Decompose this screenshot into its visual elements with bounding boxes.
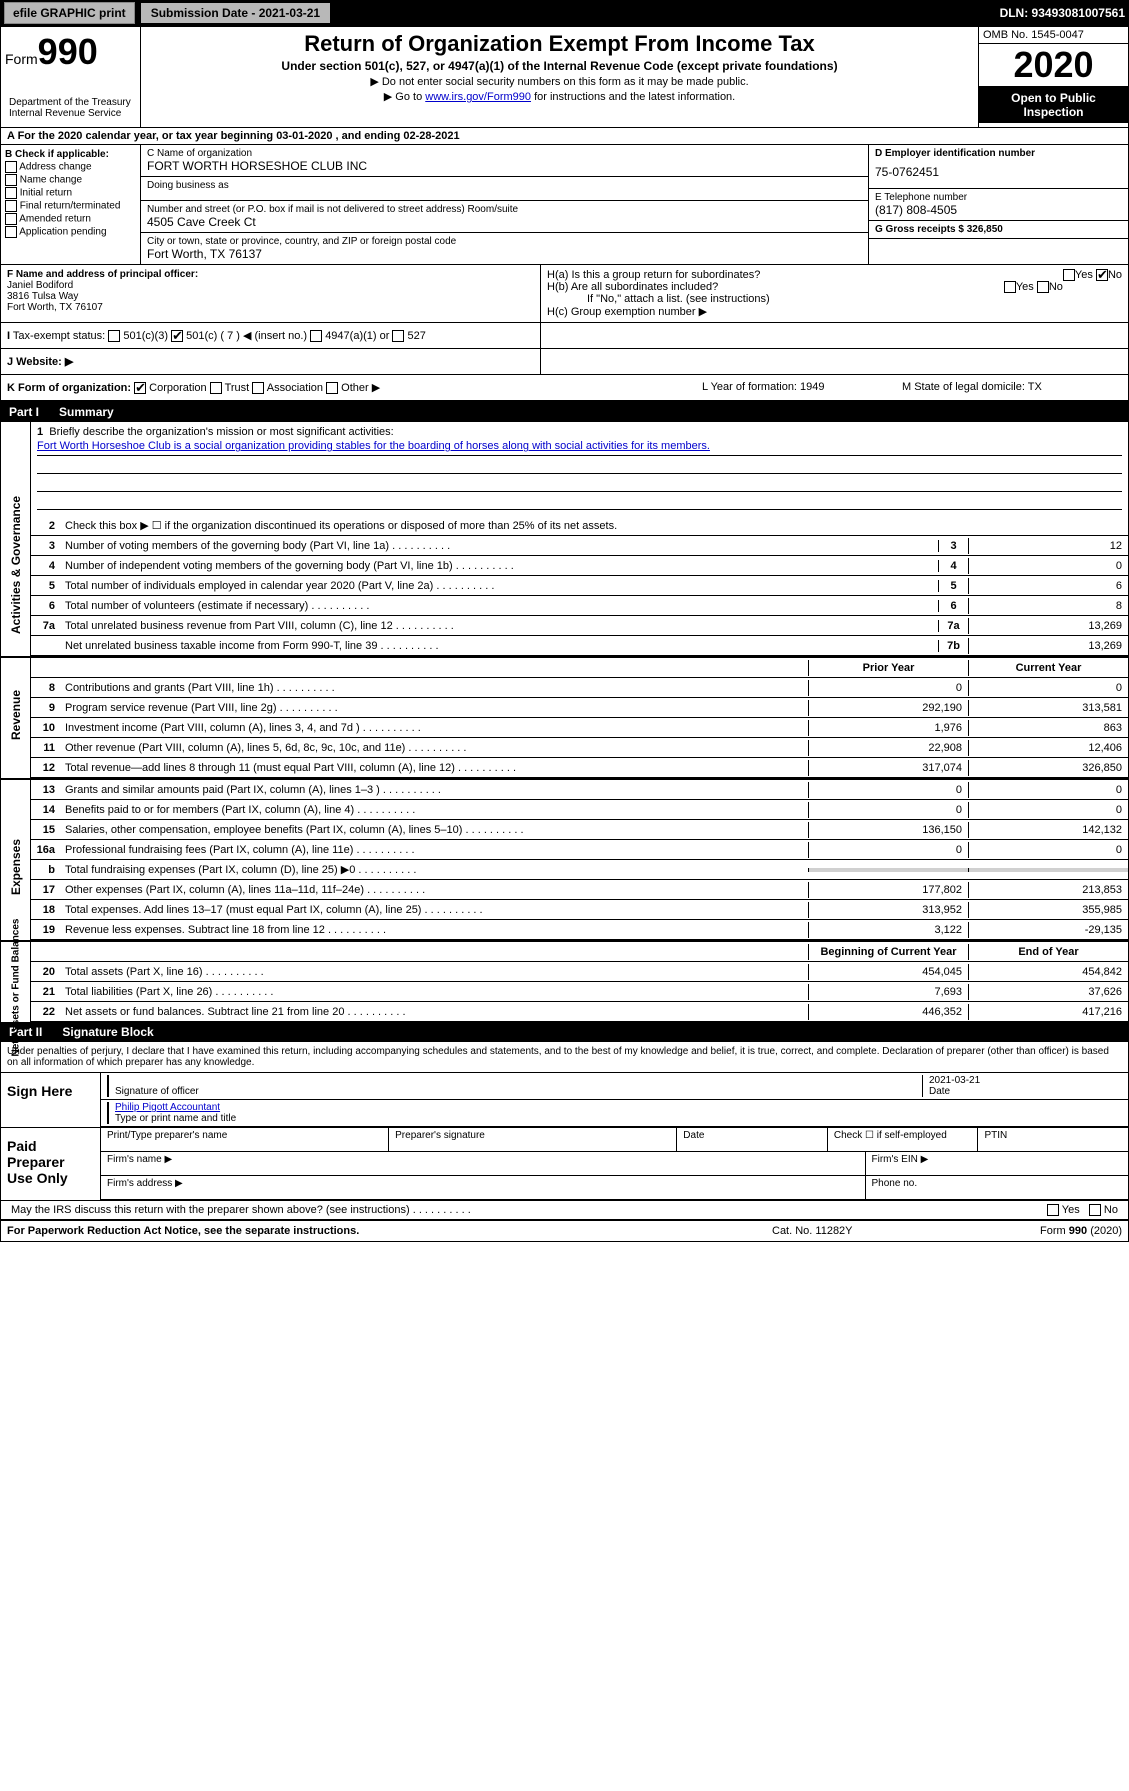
summary-line: 19Revenue less expenses. Subtract line 1…	[31, 920, 1128, 940]
org-address: 4505 Cave Creek Ct	[147, 215, 862, 229]
officer-typed-name: Philip Pigott Accountant	[115, 1102, 1122, 1113]
group-exemption: H(c) Group exemption number ▶	[547, 305, 1122, 318]
submission-date: Submission Date - 2021-03-21	[141, 3, 330, 23]
form-label: Form	[5, 51, 38, 67]
summary-line: 17Other expenses (Part IX, column (A), l…	[31, 880, 1128, 900]
col-headers-2: Beginning of Current Year End of Year	[31, 942, 1128, 962]
amended-check[interactable]: Amended return	[5, 213, 136, 225]
row-klm: K Form of organization: Corporation Trus…	[1, 375, 1128, 402]
box-b: B Check if applicable: Address change Na…	[1, 145, 141, 264]
mission-text: Fort Worth Horseshoe Club is a social or…	[37, 440, 1122, 456]
addr-change-check[interactable]: Address change	[5, 161, 136, 173]
discuss-row: May the IRS discuss this return with the…	[1, 1200, 1128, 1220]
state-domicile: M State of legal domicile: TX	[902, 381, 1122, 394]
summary-line: 18Total expenses. Add lines 13–17 (must …	[31, 900, 1128, 920]
phone-value: (817) 808-4505	[875, 203, 1122, 217]
form-number: 990	[38, 31, 98, 72]
app-pending-check[interactable]: Application pending	[5, 226, 136, 238]
final-return-check[interactable]: Final return/terminated	[5, 200, 136, 212]
irs-link[interactable]: www.irs.gov/Form990	[425, 91, 531, 103]
sign-here-block: Sign Here Signature of officer 2021-03-2…	[1, 1073, 1128, 1127]
row-ij: I Tax-exempt status: 501(c)(3) 501(c) ( …	[1, 323, 1128, 349]
form-header: Form990 Department of the Treasury Inter…	[1, 27, 1128, 128]
directive-1: ▶ Do not enter social security numbers o…	[145, 75, 974, 88]
footer: For Paperwork Reduction Act Notice, see …	[1, 1220, 1128, 1241]
summary-line: 14Benefits paid to or for members (Part …	[31, 800, 1128, 820]
row-fgh: F Name and address of principal officer:…	[1, 265, 1128, 323]
summary-line: 10Investment income (Part VIII, column (…	[31, 718, 1128, 738]
summary-line: 9Program service revenue (Part VIII, lin…	[31, 698, 1128, 718]
summary-line: 5Total number of individuals employed in…	[31, 576, 1128, 596]
name-change-check[interactable]: Name change	[5, 174, 136, 186]
summary-line: 15Salaries, other compensation, employee…	[31, 820, 1128, 840]
row-j: J Website: ▶	[1, 349, 1128, 375]
dln-number: DLN: 93493081007561	[1000, 6, 1125, 20]
summary-line: 4Number of independent voting members of…	[31, 556, 1128, 576]
summary-line: 22Net assets or fund balances. Subtract …	[31, 1002, 1128, 1022]
side-label-rev: Revenue	[9, 650, 23, 780]
form-title: Return of Organization Exempt From Incom…	[145, 31, 974, 57]
mission-block: 1 Briefly describe the organization's mi…	[31, 422, 1128, 516]
netassets-section: Net Assets or Fund Balances Beginning of…	[1, 940, 1128, 1022]
summary-line: Net unrelated business taxable income fr…	[31, 636, 1128, 656]
form-container: Form990 Department of the Treasury Inter…	[0, 26, 1129, 1242]
org-name: FORT WORTH HORSESHOE CLUB INC	[147, 159, 862, 173]
summary-line: 16aProfessional fundraising fees (Part I…	[31, 840, 1128, 860]
dba-label: Doing business as	[147, 180, 862, 191]
summary-line: 8Contributions and grants (Part VIII, li…	[31, 678, 1128, 698]
form-of-org: K Form of organization: Corporation Trus…	[7, 381, 702, 394]
activities-governance-section: Activities & Governance 1 Briefly descri…	[1, 422, 1128, 656]
year-formation: L Year of formation: 1949	[702, 381, 902, 394]
part2-header: Part IISignature Block	[1, 1022, 1128, 1042]
tax-exempt-status: I Tax-exempt status: 501(c)(3) 501(c) ( …	[1, 323, 541, 348]
sig-officer-label: Signature of officer	[115, 1086, 922, 1097]
tax-period: A For the 2020 calendar year, or tax yea…	[1, 128, 1128, 145]
box-de: D Employer identification number 75-0762…	[868, 145, 1128, 264]
org-info-grid: B Check if applicable: Address change Na…	[1, 145, 1128, 265]
summary-line: 20Total assets (Part X, line 16) 454,045…	[31, 962, 1128, 982]
efile-print-button[interactable]: efile GRAPHIC print	[4, 2, 135, 24]
officer-name: Janiel Bodiford	[7, 280, 534, 291]
box-h: H(a) Is this a group return for subordin…	[541, 265, 1128, 322]
form-subtitle: Under section 501(c), 527, or 4947(a)(1)…	[145, 59, 974, 73]
initial-return-check[interactable]: Initial return	[5, 187, 136, 199]
side-label-net: Net Assets or Fund Balances	[11, 913, 22, 1063]
open-public-label: Open to Public Inspection	[979, 87, 1128, 123]
penalties-decl: Under penalties of perjury, I declare th…	[1, 1042, 1128, 1073]
summary-line: 3Number of voting members of the governi…	[31, 536, 1128, 556]
summary-line: 7aTotal unrelated business revenue from …	[31, 616, 1128, 636]
org-city: Fort Worth, TX 76137	[147, 247, 862, 261]
part1-header: Part ISummary	[1, 402, 1128, 422]
summary-line: 12Total revenue—add lines 8 through 11 (…	[31, 758, 1128, 778]
summary-line: 11Other revenue (Part VIII, column (A), …	[31, 738, 1128, 758]
summary-line: 13Grants and similar amounts paid (Part …	[31, 780, 1128, 800]
summary-line: 6Total number of volunteers (estimate if…	[31, 596, 1128, 616]
website-field: J Website: ▶	[1, 349, 541, 374]
form-ref: Form 990 (2020)	[972, 1225, 1122, 1237]
cat-no: Cat. No. 11282Y	[772, 1225, 972, 1237]
box-f: F Name and address of principal officer:…	[1, 265, 541, 322]
box-c: C Name of organization FORT WORTH HORSES…	[141, 145, 868, 264]
summary-line: bTotal fundraising expenses (Part IX, co…	[31, 860, 1128, 880]
summary-line: 21Total liabilities (Part X, line 26) 7,…	[31, 982, 1128, 1002]
tax-year: 2020	[979, 44, 1128, 87]
department-label: Department of the Treasury Internal Reve…	[5, 93, 136, 123]
paid-preparer-block: Paid Preparer Use Only Print/Type prepar…	[1, 1127, 1128, 1200]
sig-date: 2021-03-21	[929, 1075, 1122, 1086]
omb-number: OMB No. 1545-0047	[979, 27, 1128, 44]
summary-line: 2Check this box ▶ ☐ if the organization …	[31, 516, 1128, 536]
col-headers-1: Prior Year Current Year	[31, 658, 1128, 678]
revenue-section: Revenue Prior Year Current Year 8Contrib…	[1, 656, 1128, 778]
directive-2: ▶ Go to www.irs.gov/Form990 for instruct…	[145, 90, 974, 103]
side-label-ag: Activities & Governance	[9, 504, 23, 634]
ein-value: 75-0762451	[875, 159, 1122, 185]
expenses-section: Expenses 13Grants and similar amounts pa…	[1, 778, 1128, 940]
top-bar: efile GRAPHIC print Submission Date - 20…	[0, 0, 1129, 26]
gross-receipts: G Gross receipts $ 326,850	[869, 221, 1128, 239]
